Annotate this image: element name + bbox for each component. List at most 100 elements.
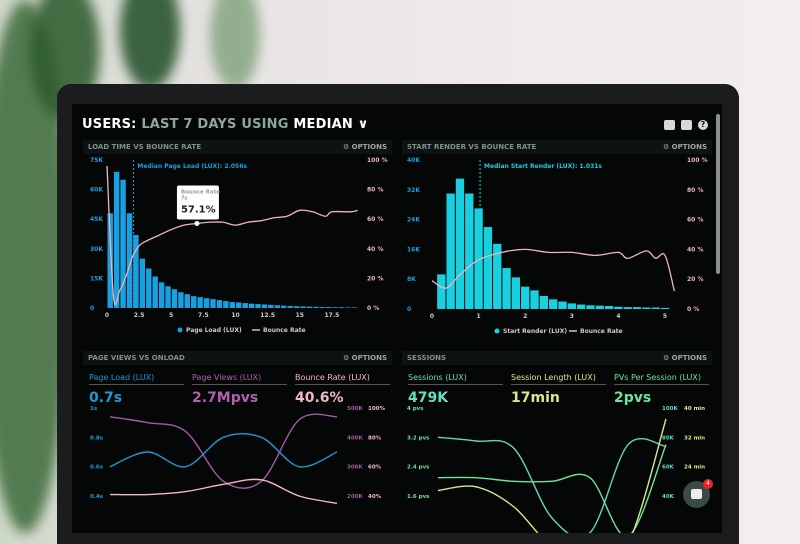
bar[interactable] bbox=[493, 243, 502, 309]
bar[interactable] bbox=[197, 297, 203, 308]
y2-tick-label: 80 % bbox=[367, 187, 383, 194]
bar[interactable] bbox=[539, 295, 549, 309]
bar[interactable] bbox=[223, 301, 229, 308]
bar[interactable] bbox=[530, 290, 539, 309]
bar[interactable] bbox=[455, 178, 465, 309]
bar[interactable] bbox=[210, 299, 216, 308]
options-button[interactable]: ⚙ OPTIONS bbox=[662, 354, 707, 362]
x-tick-label: 0 bbox=[430, 313, 434, 320]
bar[interactable] bbox=[483, 227, 493, 309]
bar[interactable] bbox=[268, 304, 274, 308]
bar[interactable] bbox=[184, 294, 191, 308]
bar[interactable] bbox=[300, 306, 306, 308]
bar[interactable] bbox=[502, 268, 511, 309]
kpi-value: 17min bbox=[511, 390, 560, 406]
bar[interactable] bbox=[133, 234, 139, 308]
share-icon[interactable] bbox=[681, 120, 692, 130]
bar[interactable] bbox=[274, 305, 280, 308]
bar[interactable] bbox=[345, 307, 351, 308]
bar[interactable] bbox=[203, 298, 210, 308]
bar[interactable] bbox=[614, 306, 623, 309]
y3-tick-label: 40 min bbox=[684, 406, 705, 412]
y-tick-label: 60K bbox=[90, 187, 103, 194]
series-line bbox=[109, 478, 338, 505]
bar[interactable] bbox=[261, 304, 268, 308]
bar[interactable] bbox=[120, 179, 126, 308]
bar[interactable] bbox=[437, 274, 446, 309]
bar[interactable] bbox=[113, 171, 120, 308]
bar[interactable] bbox=[558, 301, 567, 309]
title-stat: MEDIAN bbox=[293, 117, 353, 132]
bar[interactable] bbox=[586, 305, 595, 309]
options-button[interactable]: ⚙ OPTIONS bbox=[342, 354, 387, 362]
legend-label[interactable]: Page Load (LUX) bbox=[186, 327, 242, 334]
bar[interactable] bbox=[351, 307, 358, 308]
dashboard-title[interactable]: USERS: LAST 7 DAYS USING MEDIAN ∨ bbox=[82, 117, 368, 132]
bar[interactable] bbox=[642, 307, 651, 309]
chevron-down-icon[interactable]: ∨ bbox=[357, 117, 369, 132]
legend-label[interactable]: Bounce Rate bbox=[263, 327, 306, 334]
bar[interactable] bbox=[604, 306, 614, 309]
bar[interactable] bbox=[632, 307, 642, 309]
y2-tick-label: 100 % bbox=[367, 157, 388, 164]
bar[interactable] bbox=[511, 277, 521, 309]
bar[interactable] bbox=[660, 307, 670, 309]
legend-label[interactable]: Bounce Rate bbox=[580, 328, 623, 335]
bar[interactable] bbox=[521, 286, 530, 309]
y-tick-label: 4 pvs bbox=[407, 406, 424, 412]
bar[interactable] bbox=[165, 286, 171, 308]
bar[interactable] bbox=[126, 213, 133, 308]
y3-tick-label: 40% bbox=[368, 494, 382, 500]
bar[interactable] bbox=[152, 276, 158, 308]
bar[interactable] bbox=[319, 307, 325, 308]
bar[interactable] bbox=[465, 193, 474, 309]
bar[interactable] bbox=[332, 307, 338, 308]
y-tick-label: 0 bbox=[90, 305, 94, 312]
bar[interactable] bbox=[171, 289, 178, 308]
bar[interactable] bbox=[595, 305, 604, 309]
bar[interactable] bbox=[107, 213, 113, 308]
options-button[interactable]: ⚙ OPTIONS bbox=[662, 143, 707, 151]
y2-tick-label: 80K bbox=[662, 435, 675, 441]
bar[interactable] bbox=[139, 258, 146, 308]
bar[interactable] bbox=[567, 303, 576, 309]
y2-tick-label: 40 % bbox=[367, 246, 383, 253]
bar[interactable] bbox=[280, 305, 287, 308]
y-tick-label: 45K bbox=[90, 216, 103, 223]
options-button[interactable]: ⚙ OPTIONS bbox=[342, 143, 387, 151]
y3-tick-label: 24 min bbox=[684, 465, 705, 471]
bar[interactable] bbox=[216, 300, 223, 308]
dashboard-screen: USERS: LAST 7 DAYS USING MEDIAN ∨ ? LOAD… bbox=[72, 104, 722, 533]
bar[interactable] bbox=[236, 302, 242, 308]
bar[interactable] bbox=[287, 306, 293, 308]
bar[interactable] bbox=[446, 193, 455, 309]
scrollbar[interactable] bbox=[716, 114, 720, 274]
bar[interactable] bbox=[229, 302, 235, 308]
median-label: Median Start Render (LUX): 1.031s bbox=[484, 163, 602, 170]
bar[interactable] bbox=[293, 306, 300, 308]
legend-label[interactable]: Start Render (LUX) bbox=[503, 328, 567, 335]
bar[interactable] bbox=[576, 304, 586, 309]
bar[interactable] bbox=[306, 306, 313, 308]
bar[interactable] bbox=[242, 303, 248, 308]
bar[interactable] bbox=[178, 292, 184, 308]
bar[interactable] bbox=[325, 307, 332, 308]
bar[interactable] bbox=[623, 307, 632, 309]
bar[interactable] bbox=[338, 307, 345, 308]
monitor-icon[interactable] bbox=[664, 120, 675, 130]
bar[interactable] bbox=[549, 299, 558, 309]
y2-tick-label: 60 % bbox=[687, 217, 703, 224]
bounce-rate-line bbox=[106, 165, 358, 306]
bar[interactable] bbox=[191, 296, 197, 308]
kpi-value: 2.7Mpvs bbox=[192, 390, 259, 406]
legend-swatch bbox=[177, 327, 183, 333]
bar[interactable] bbox=[474, 208, 483, 309]
bar[interactable] bbox=[248, 303, 255, 308]
bar[interactable] bbox=[651, 307, 660, 309]
bar[interactable] bbox=[158, 282, 165, 308]
bar[interactable] bbox=[255, 304, 261, 308]
bar[interactable] bbox=[313, 306, 319, 308]
bar[interactable] bbox=[146, 268, 152, 308]
help-icon[interactable]: ? bbox=[698, 120, 708, 130]
